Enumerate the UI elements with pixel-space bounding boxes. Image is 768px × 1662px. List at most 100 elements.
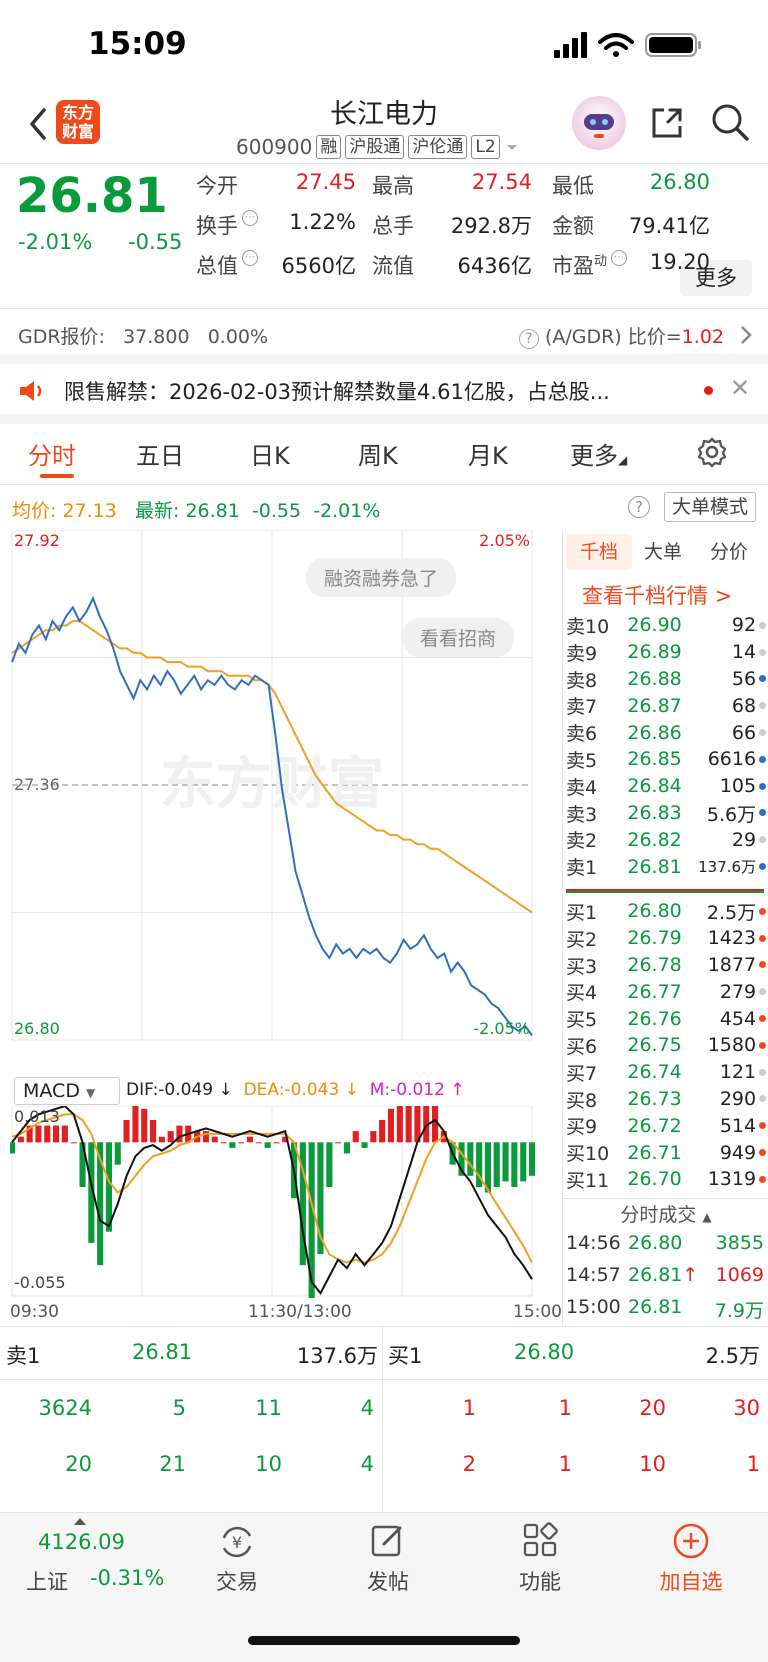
index-pct[interactable]: -0.31% <box>90 1566 165 1590</box>
nav-functions[interactable]: 功能 <box>519 1570 561 1594</box>
more-button[interactable]: 更多 <box>680 260 752 296</box>
post-icon[interactable] <box>370 1522 406 1558</box>
time-tick: 11:30/13:00 <box>248 1302 352 1322</box>
time-sales-header[interactable]: 分时成交 ▲ <box>620 1204 712 1226</box>
tab-big-orders[interactable]: 大单 <box>644 541 683 563</box>
big-order-mode-button[interactable]: 大单模式 <box>664 492 756 522</box>
section-gap <box>0 414 768 424</box>
quote-value: 27.54 <box>471 170 532 194</box>
signal-icon <box>554 32 587 58</box>
chevron-right-icon[interactable] <box>738 324 754 346</box>
macd-bar <box>379 1120 386 1143</box>
intraday-chart[interactable]: 东方财富 27.92 27.36 26.80 2.05% -2.05% <box>10 530 562 1074</box>
tab-five-day[interactable]: 五日 <box>136 442 184 470</box>
close-icon[interactable]: ✕ <box>730 374 751 402</box>
tag-margin: 融 <box>316 135 342 159</box>
tab-more[interactable]: 更多◢ <box>570 442 628 470</box>
time-tick: 09:30 <box>10 1302 59 1322</box>
gdr-ratio[interactable]: ? (A/GDR) 比价=1.02 <box>518 322 724 349</box>
macd-bar <box>255 1142 262 1144</box>
bid-row: 买11 26.70 1319 <box>566 1166 766 1193</box>
share-icon[interactable] <box>648 104 686 142</box>
quote-value: 79.41亿 <box>628 214 710 238</box>
macd-bar <box>326 1142 333 1187</box>
tab-intraday[interactable]: 分时 <box>28 442 76 470</box>
bid-row: 买5 26.76 454 <box>566 1005 766 1032</box>
time-sales-row: 14:56 26.80 3855 <box>566 1232 764 1254</box>
add-watchlist-icon[interactable] <box>672 1522 710 1560</box>
bid1-label: 买1 <box>388 1344 423 1368</box>
search-icon[interactable] <box>710 102 750 142</box>
ask-row: 卖7 26.87 68 <box>566 692 766 719</box>
ask-row: 卖6 26.86 66 <box>566 719 766 746</box>
tag-sh-connect: 沪股通 <box>345 135 405 159</box>
trade-icon[interactable]: ¥ <box>218 1524 256 1560</box>
nav-add-watchlist[interactable]: 加自选 <box>659 1570 723 1594</box>
ask-row: 卖4 26.84 105 <box>566 773 766 800</box>
quote-value: 27.45 <box>295 170 356 194</box>
chip-margin-trading[interactable]: 融资融券急了 <box>306 558 457 597</box>
nav-trade[interactable]: 交易 <box>216 1570 258 1594</box>
dif-line <box>11 1106 533 1296</box>
index-value[interactable]: 4126.09 <box>38 1530 125 1554</box>
caret-down-icon <box>506 145 517 150</box>
view-thousand-levels-link[interactable]: 查看千档行情 > <box>582 584 733 608</box>
macd-bar <box>79 1142 86 1187</box>
tab-weekly-k[interactable]: 周K <box>358 442 398 470</box>
tab-price-distribution[interactable]: 分价 <box>710 541 749 563</box>
bid-queue-volume: 1 <box>558 1396 572 1420</box>
y-axis-min-label: 26.80 <box>14 1019 60 1038</box>
active-tab-indicator <box>40 474 74 478</box>
status-icons <box>554 32 701 58</box>
tab-daily-k[interactable]: 日K <box>250 442 290 470</box>
assistant-robot-icon[interactable] <box>572 96 626 150</box>
quote-value: 6560亿 <box>281 254 356 278</box>
functions-icon[interactable] <box>522 1522 558 1558</box>
macd-bar <box>273 1142 280 1144</box>
macd-bar <box>97 1142 104 1266</box>
notice-text[interactable]: 限售解禁：2026-02-03预计解禁数量4.61亿股，占总股... <box>64 380 610 404</box>
ask-row: 卖10 26.90 92 <box>566 612 766 639</box>
macd-bar <box>361 1142 368 1148</box>
macd-bar <box>529 1142 536 1176</box>
macd-y-top-label: 0.013 <box>14 1107 60 1126</box>
status-time: 15:09 <box>88 26 187 62</box>
indicator-select[interactable]: MACD ▼ <box>14 1077 120 1105</box>
quote-label: 换手 ⋯ <box>196 210 258 240</box>
back-button[interactable] <box>22 100 62 150</box>
ask-row: 卖2 26.82 29 <box>566 826 766 853</box>
macd-bar <box>26 1125 33 1143</box>
tab-thousand-level[interactable]: 千档 <box>566 534 632 570</box>
info-icon: ⋯ <box>611 250 628 266</box>
ask-queue-volume: 3624 <box>38 1396 92 1420</box>
bid1-price: 26.80 <box>514 1340 575 1364</box>
nav-post[interactable]: 发帖 <box>367 1570 409 1594</box>
macd-bar <box>423 1106 430 1143</box>
macd-bar <box>414 1106 421 1143</box>
bid-queue-volume: 30 <box>733 1396 760 1420</box>
stock-code-row[interactable]: 600900 融 沪股通 沪伦通 L2 <box>236 134 520 160</box>
info-icon: ⋯ <box>242 210 258 226</box>
tag-l2: L2 <box>471 135 500 159</box>
ask-queue-volume: 20 <box>65 1452 92 1476</box>
ask-queue-volume: 21 <box>159 1452 186 1476</box>
macd-bar <box>229 1142 236 1148</box>
chip-view-merchants[interactable]: 看看招商 <box>402 618 515 657</box>
order-book-separator <box>566 889 764 893</box>
caret-up-icon <box>74 1518 86 1525</box>
macd-chart[interactable]: 0.013 -0.055 <box>10 1106 562 1298</box>
ask-row: 卖1 26.81 137.6万 <box>566 853 766 880</box>
macd-bar <box>493 1142 500 1187</box>
bid-row: 买4 26.77 279 <box>566 978 766 1005</box>
gear-icon[interactable] <box>696 436 728 468</box>
macd-bar <box>141 1108 148 1143</box>
help-icon[interactable]: ? <box>628 496 650 518</box>
bid-row: 买7 26.74 121 <box>566 1059 766 1086</box>
index-name[interactable]: 上证 <box>26 1570 68 1594</box>
tab-monthly-k[interactable]: 月K <box>468 442 508 470</box>
section-gap <box>0 354 768 364</box>
y-axis-right-min-label: -2.05% <box>473 1019 530 1038</box>
bid-row: 买8 26.73 290 <box>566 1086 766 1113</box>
time-tick: 15:00 <box>513 1302 562 1322</box>
time-sales-row: 14:57 26.81↑ 1069 <box>566 1264 764 1286</box>
